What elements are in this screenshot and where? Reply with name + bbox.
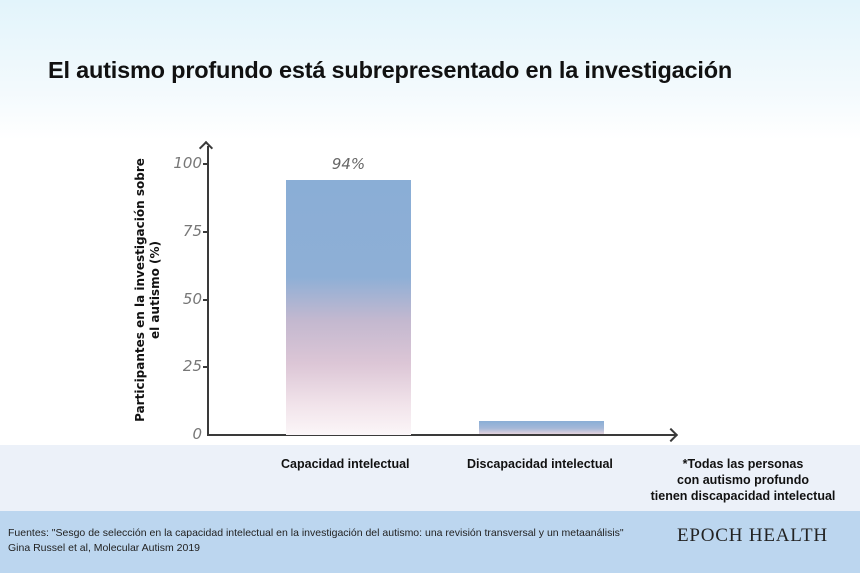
source-line-1: Fuentes: "Sesgo de selección en la capac… bbox=[8, 527, 624, 539]
y-tick-50 bbox=[203, 299, 208, 301]
x-category-label: Discapacidad intelectual bbox=[467, 457, 613, 471]
bar-discapacidad-intelectual bbox=[479, 421, 604, 434]
bar-capacidad-intelectual bbox=[286, 180, 411, 435]
y-tick-label: 0 bbox=[192, 425, 202, 443]
annotation-line: tienen discapacidad intelectual bbox=[650, 489, 836, 503]
bar-value-label: 94% bbox=[331, 155, 366, 173]
x-axis-line bbox=[207, 434, 677, 436]
y-tick-label: 75 bbox=[182, 222, 202, 240]
source-line-2: Gina Russel et al, Molecular Autism 2019 bbox=[8, 542, 201, 554]
annotation-line: *Todas las personas bbox=[682, 457, 804, 471]
y-tick-100 bbox=[203, 163, 208, 165]
y-tick-25 bbox=[203, 366, 208, 368]
y-tick-labels: 100 75 50 25 0 bbox=[158, 0, 202, 573]
footer bbox=[0, 511, 860, 573]
x-category-label: Capacidad intelectual bbox=[281, 457, 410, 471]
plot-area bbox=[98, 140, 838, 445]
y-axis-label-line-1: Participantes en la investigación sobre bbox=[133, 158, 147, 422]
annotation-line: con autismo profundo bbox=[677, 473, 809, 487]
category-band bbox=[0, 445, 860, 511]
y-tick-label: 25 bbox=[182, 357, 202, 375]
y-tick-label: 100 bbox=[173, 154, 202, 172]
annotation-note: *Todas las personas con autismo profundo… bbox=[640, 456, 846, 504]
y-axis-line bbox=[207, 146, 209, 436]
y-tick-75 bbox=[203, 231, 208, 233]
chart-title: El autismo profundo está subrepresentado… bbox=[48, 57, 733, 83]
source-citation: Fuentes: "Sesgo de selección en la capac… bbox=[8, 526, 624, 556]
brand-logo: EPOCH HEALTH bbox=[677, 525, 828, 546]
y-tick-label: 50 bbox=[182, 290, 202, 308]
